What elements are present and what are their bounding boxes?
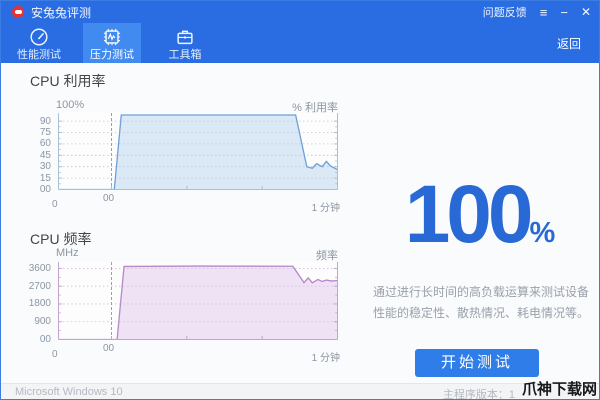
cpu-utilization-unit-label: 100% <box>56 99 85 111</box>
tab-bar: 性能测试 压力测试 工具箱 返回 <box>1 23 599 63</box>
start-test-button[interactable]: 开始测试 <box>415 349 539 377</box>
stress-percent-value: 100 <box>404 169 534 260</box>
minimize-icon[interactable]: − <box>560 4 568 20</box>
cpu-utilization-right-label: % 利用率 <box>292 102 338 114</box>
antutu-logo-icon <box>12 6 24 18</box>
window-title: 安兔兔评测 <box>31 5 92 20</box>
chip-icon <box>101 26 123 49</box>
os-label: Microsoft Windows 10 <box>15 386 123 398</box>
x-tick-label: 00 <box>103 343 115 354</box>
speedometer-icon <box>28 26 50 49</box>
cpu-frequency-right-label: 频率 <box>316 250 338 262</box>
cpu-frequency-x-labels: 0 00 1 分钟 <box>52 341 340 364</box>
stress-percent-sign: % <box>529 217 556 249</box>
cpu-utilization-x-labels: 0 00 1 分钟 <box>52 191 340 214</box>
version-label: 主程序版本：1 <box>442 389 515 400</box>
title-bar: 安兔兔评测 问题反馈 ≡ − ✕ <box>1 1 599 23</box>
tab-performance-test[interactable]: 性能测试 <box>10 23 68 63</box>
status-bar: Microsoft Windows 10 主程序版本：1 爪神下载网 <box>1 381 599 400</box>
feedback-link[interactable]: 问题反馈 <box>482 7 527 19</box>
x-tick-label: 0 <box>52 199 58 210</box>
y-tick-label: 30 <box>39 161 51 173</box>
y-tick-label: 00 <box>39 334 51 345</box>
cpu-frequency-plot <box>58 262 338 341</box>
y-tick-label: 00 <box>39 184 51 195</box>
menu-icon[interactable]: ≡ <box>539 4 548 20</box>
tab-label: 性能测试 <box>17 48 61 61</box>
stress-percent: 100% <box>361 167 599 263</box>
test-description: 通过进行长时间的高负载运算来测试设备 性能的稳定性、散热情况、耗电情况等。 <box>373 285 590 320</box>
tab-label: 工具箱 <box>168 48 202 61</box>
x-tick-label: 1 分钟 <box>311 353 340 364</box>
cpu-frequency-title: CPU 频率 <box>30 231 92 247</box>
toolbox-icon <box>174 26 196 49</box>
cpu-utilization-plot <box>58 113 338 191</box>
y-tick-label: 3600 <box>28 262 51 274</box>
back-button[interactable]: 返回 <box>556 37 581 51</box>
site-watermark: 爪神下载网 <box>521 381 597 398</box>
y-tick-label: 900 <box>34 316 51 328</box>
tab-label: 压力测试 <box>90 48 134 61</box>
x-tick-label: 1 分钟 <box>311 203 340 214</box>
y-tick-label: 1800 <box>28 298 51 310</box>
cpu-frequency-y-labels: 3600 2700 1800 900 00 <box>15 262 54 345</box>
y-tick-label: 90 <box>39 115 51 127</box>
y-tick-label: 2700 <box>28 280 51 292</box>
y-tick-label: 15 <box>39 172 51 184</box>
close-icon[interactable]: ✕ <box>580 5 591 19</box>
cpu-frequency-unit-label: MHz <box>56 247 79 259</box>
x-tick-label: 0 <box>52 349 58 360</box>
cpu-utilization-title: CPU 利用率 <box>30 73 106 89</box>
tab-toolbox[interactable]: 工具箱 <box>156 23 214 63</box>
x-tick-label: 00 <box>103 193 115 204</box>
y-tick-label: 60 <box>39 138 51 150</box>
main-content: CPU 利用率 100% % 利用率 90 75 60 45 30 15 00 0 00 1 分… <box>1 63 599 383</box>
tab-stress-test[interactable]: 压力测试 <box>83 23 141 63</box>
y-tick-label: 75 <box>39 127 51 138</box>
y-tick-label: 45 <box>39 149 51 161</box>
cpu-utilization-y-labels: 90 75 60 45 30 15 00 <box>21 113 54 195</box>
